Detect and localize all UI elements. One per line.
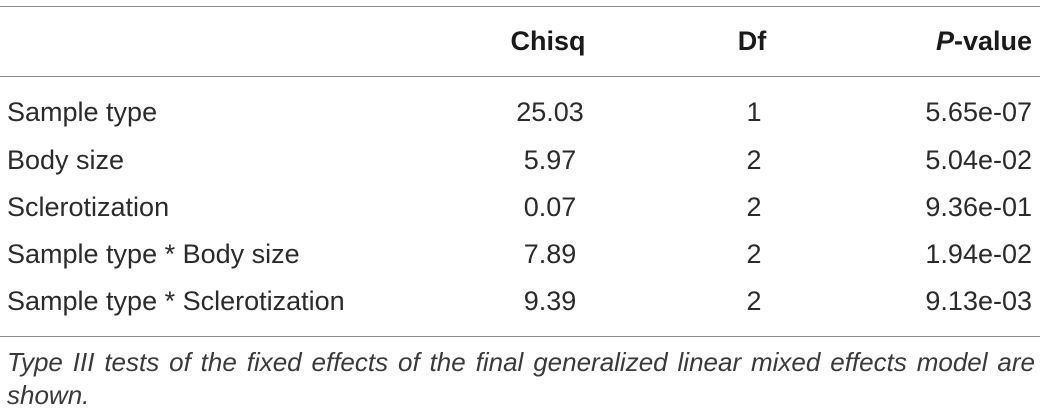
row-effect: Sclerotization <box>7 192 170 222</box>
table-footnote: Type III tests of the fixed effects of t… <box>7 347 1035 410</box>
row-df: 1 <box>746 97 762 127</box>
header-df: Df <box>737 26 767 56</box>
table-bottom-rule <box>0 336 1040 337</box>
row-chisq: 25.03 <box>516 97 584 127</box>
row-chisq: 0.07 <box>523 192 577 222</box>
table-header-row: Chisq Df P-value <box>0 18 1040 64</box>
header-pvalue-prefix: P <box>935 26 954 56</box>
table-row: Sample type * Body size 7.89 2 1.94e-02 <box>0 231 1040 277</box>
header-chisq: Chisq <box>510 26 586 56</box>
row-effect: Sample type <box>7 97 158 127</box>
row-df: 2 <box>746 192 762 222</box>
row-df: 2 <box>746 145 762 175</box>
row-effect: Sample type * Sclerotization <box>7 286 345 316</box>
header-pvalue: P-value <box>936 18 1032 64</box>
table-row: Body size 5.97 2 5.04e-02 <box>0 137 1040 183</box>
row-chisq: 9.39 <box>523 286 577 316</box>
row-df: 2 <box>746 239 762 269</box>
row-chisq: 7.89 <box>523 239 577 269</box>
row-df: 2 <box>746 286 762 316</box>
row-pvalue: 5.04e-02 <box>925 145 1032 175</box>
row-effect: Body size <box>7 145 125 175</box>
row-pvalue: 1.94e-02 <box>925 239 1032 269</box>
row-pvalue: 9.36e-01 <box>925 192 1032 222</box>
row-pvalue: 9.13e-03 <box>925 286 1032 316</box>
table-top-rule <box>0 6 1040 7</box>
table-row: Sample type * Sclerotization 9.39 2 9.13… <box>0 278 1040 324</box>
table-header-rule <box>0 76 1040 77</box>
row-pvalue: 5.65e-07 <box>925 97 1032 127</box>
header-pvalue-suffix: -value <box>953 26 1032 56</box>
table-row: Sample type 25.03 1 5.65e-07 <box>0 89 1040 135</box>
table-row: Sclerotization 0.07 2 9.36e-01 <box>0 184 1040 230</box>
row-chisq: 5.97 <box>523 145 577 175</box>
row-effect: Sample type * Body size <box>7 239 300 269</box>
